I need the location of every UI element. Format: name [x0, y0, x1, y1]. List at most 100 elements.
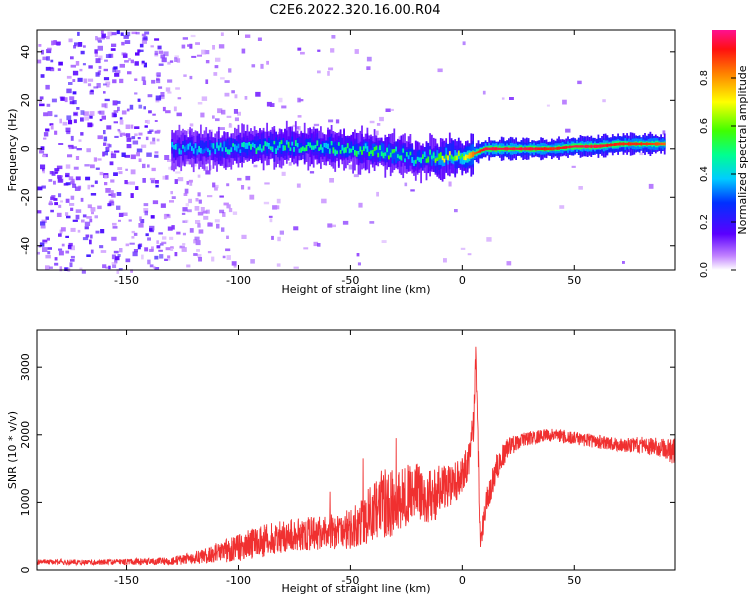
- heatmap-noise-cell: [95, 230, 100, 234]
- heatmap-noise-cell: [187, 209, 192, 213]
- heatmap-noise-cell: [177, 97, 182, 100]
- heatmap-noise-cell: [65, 235, 69, 238]
- heatmap-noise-cell: [158, 249, 163, 252]
- heatmap-noise-cell: [274, 205, 280, 210]
- heatmap-ridge-cell: [377, 147, 380, 155]
- heatmap-ridge-cell: [411, 157, 414, 163]
- heatmap-noise-cell: [72, 183, 77, 188]
- heatmap-noise-cell: [214, 219, 220, 223]
- heatmap-noise-cell: [130, 154, 136, 160]
- heatmap-noise-cell: [97, 45, 103, 51]
- heatmap-ridge-cell: [445, 154, 448, 159]
- heatmap-ridge-cell: [443, 158, 446, 163]
- heatmap-noise-cell: [90, 184, 95, 188]
- heatmap-ridge-cell: [271, 140, 274, 152]
- heatmap-noise-cell: [69, 262, 73, 268]
- heatmap-noise-cell: [234, 117, 239, 122]
- heatmap-noise-cell: [195, 220, 201, 224]
- heatmap-noise-cell: [264, 182, 270, 185]
- heatmap-noise-cell: [69, 96, 75, 101]
- heatmap-noise-cell: [196, 249, 200, 252]
- heatmap-noise-cell: [161, 57, 167, 63]
- heatmap-noise-cell: [105, 54, 112, 58]
- heatmap-ridge-cell: [348, 138, 351, 154]
- heatmap-noise-cell: [145, 136, 149, 141]
- heatmap-noise-cell: [169, 60, 174, 63]
- heatmap-noise-cell: [245, 175, 251, 181]
- heatmap-ridge-cell: [346, 148, 349, 158]
- heatmap-ridge-cell: [182, 145, 184, 149]
- heatmap-ridge-cell: [653, 143, 655, 145]
- heatmap-noise-cell: [162, 175, 168, 180]
- heatmap-noise-cell: [165, 175, 169, 180]
- heatmap-noise-cell: [103, 83, 107, 86]
- heatmap-noise-cell: [125, 243, 130, 247]
- heatmap-noise-cell: [97, 135, 103, 140]
- heatmap-ridge-cell: [255, 148, 258, 154]
- heatmap-ridge-cell: [386, 147, 388, 158]
- heatmap-noise-cell: [103, 91, 106, 94]
- heatmap-noise-cell: [124, 180, 128, 185]
- heatmap-ridge-cell: [348, 148, 351, 154]
- heatmap-y-axis-label: Frequency (Hz): [6, 109, 19, 192]
- heatmap-ridge-cell: [219, 145, 222, 156]
- heatmap-noise-cell: [144, 120, 148, 124]
- heatmap-noise-cell: [214, 187, 218, 191]
- heatmap-noise-cell: [158, 232, 163, 235]
- heatmap-noise-cell: [288, 162, 292, 166]
- heatmap-ridge-cell: [280, 143, 283, 154]
- heatmap-ridge-cell: [271, 146, 274, 152]
- heatmap-noise-cell: [37, 210, 42, 214]
- heatmap-noise-cell: [152, 265, 156, 269]
- heatmap-noise-cell: [234, 94, 238, 99]
- heatmap-noise-cell: [201, 96, 208, 101]
- heatmap-ridge-cell: [309, 142, 311, 148]
- heatmap-noise-cell: [139, 216, 142, 222]
- heatmap-noise-cell: [113, 113, 117, 118]
- heatmap-ridge-cell: [354, 144, 356, 153]
- heatmap-ridge-cell: [644, 142, 646, 145]
- heatmap-ridge-cell: [234, 144, 236, 151]
- heatmap-noise-cell: [95, 58, 101, 64]
- heatmap-noise-cell: [460, 247, 466, 250]
- heatmap-noise-cell: [87, 204, 92, 209]
- heatmap-ridge-cell: [465, 154, 467, 161]
- heatmap-noise-cell: [141, 33, 146, 37]
- heatmap-ridge-cell: [599, 144, 602, 148]
- heatmap-ridge-cell: [636, 142, 639, 146]
- heatmap-noise-cell: [149, 248, 154, 252]
- heatmap-ridge-cell: [638, 142, 641, 145]
- heatmap-noise-cell: [174, 252, 178, 257]
- heatmap-noise-cell: [123, 35, 129, 39]
- heatmap-noise-cell: [228, 68, 232, 73]
- heatmap-noise-cell: [104, 98, 110, 102]
- heatmap-noise-cell: [114, 258, 118, 264]
- heatmap-noise-cell: [167, 226, 173, 231]
- heatmap-noise-cell: [143, 208, 149, 213]
- heatmap-noise-cell: [57, 68, 61, 71]
- heatmap-ridge-cell: [398, 155, 401, 160]
- heatmap-noise-cell: [118, 130, 122, 134]
- heatmap-noise-cell: [90, 123, 94, 127]
- heatmap-noise-cell: [55, 41, 61, 46]
- heatmap-noise-cell: [86, 148, 91, 153]
- heatmap-ridge-cell: [595, 144, 598, 148]
- heatmap-noise-cell: [110, 48, 116, 51]
- heatmap-noise-cell: [244, 96, 248, 100]
- heatmap-noise-cell: [562, 99, 567, 105]
- heatmap-noise-cell: [113, 250, 119, 254]
- heatmap-noise-cell: [58, 204, 62, 208]
- heatmap-noise-cell: [42, 239, 48, 243]
- heatmap-noise-cell: [103, 136, 108, 142]
- heatmap-ridge-cell: [174, 143, 177, 161]
- heatmap-noise-cell: [72, 219, 78, 222]
- heatmap-noise-cell: [86, 254, 91, 257]
- heatmap-ridge-cell: [174, 144, 177, 150]
- heatmap-ridge-cell: [585, 144, 587, 148]
- heatmap-noise-cell: [141, 254, 144, 260]
- heatmap-noise-cell: [241, 185, 245, 190]
- heatmap-noise-cell: [137, 98, 141, 102]
- heatmap-noise-cell: [65, 182, 71, 186]
- heatmap-noise-cell: [297, 47, 302, 51]
- heatmap-noise-cell: [79, 68, 83, 72]
